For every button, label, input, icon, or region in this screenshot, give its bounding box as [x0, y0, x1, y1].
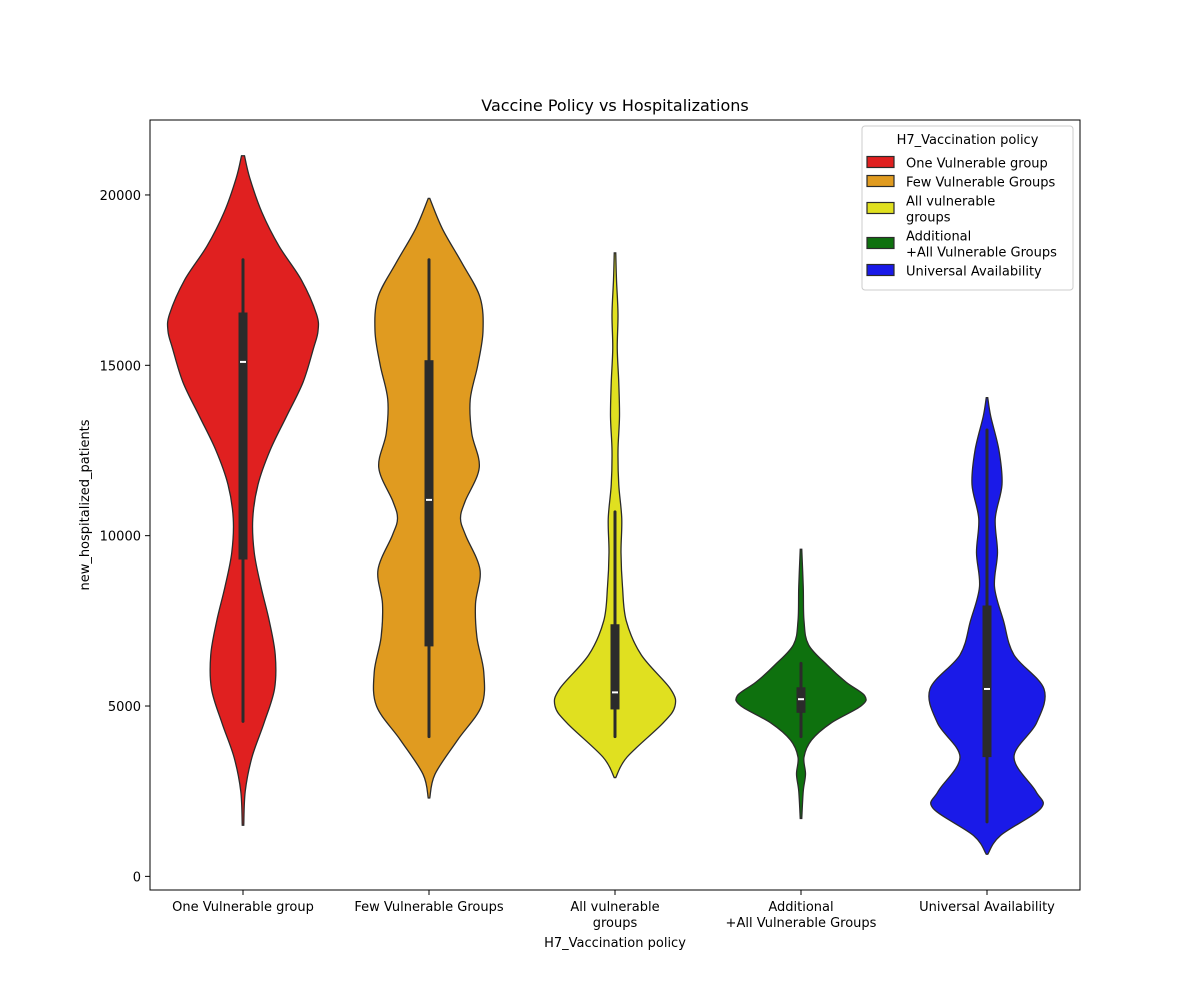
x-tick-label: groups	[593, 916, 638, 931]
legend-swatch	[866, 155, 895, 169]
legend-label: +All Vulnerable Groups	[906, 246, 1057, 261]
violin-group	[928, 397, 1046, 855]
legend-swatch	[866, 174, 895, 188]
x-tick-label: Additional	[768, 900, 833, 915]
violin-iqr-box	[982, 605, 992, 758]
legend-swatch	[866, 263, 895, 277]
legend-label: Few Vulnerable Groups	[906, 176, 1056, 191]
legend-title: H7_Vaccination policy	[897, 133, 1039, 148]
x-tick-label: One Vulnerable group	[172, 900, 314, 915]
y-axis-label: new_hospitalized_patients	[78, 419, 93, 590]
violin-group	[166, 155, 320, 826]
legend-item: Universal Availability	[866, 263, 1042, 280]
x-axis-label: H7_Vaccination policy	[544, 936, 686, 951]
violin-iqr-box	[238, 312, 248, 560]
legend-swatch	[866, 236, 895, 250]
y-tick-label: 15000	[100, 359, 141, 374]
chart-title: Vaccine Policy vs Hospitalizations	[481, 96, 749, 115]
legend-frame	[861, 125, 1074, 291]
violin-group	[372, 197, 486, 799]
violin-group	[735, 548, 867, 820]
legend-label: Universal Availability	[906, 265, 1042, 280]
y-tick-label: 20000	[100, 189, 141, 204]
x-tick-label: Universal Availability	[919, 900, 1055, 915]
axes: 0 5000 10000 15000 20000 One Vulnerable group…	[100, 189, 1056, 931]
x-tick-label: +All Vulnerable Groups	[726, 916, 877, 931]
legend-swatch	[866, 201, 895, 215]
x-tick-label: All vulnerable	[570, 900, 659, 915]
legend-item: One Vulnerable group	[866, 155, 1048, 172]
violin-iqr-box	[424, 360, 434, 647]
legend: H7_Vaccination policy One Vulnerable grou…	[861, 125, 1074, 291]
legend-item: Additional+All Vulnerable Groups	[866, 230, 1057, 261]
legend-label: One Vulnerable group	[906, 157, 1048, 172]
y-tick-label: 5000	[108, 700, 141, 715]
legend-label: groups	[906, 211, 951, 226]
y-tick-label: 0	[133, 870, 141, 885]
plot-area	[166, 155, 1046, 855]
y-tick-label: 10000	[100, 530, 141, 545]
legend-item: Few Vulnerable Groups	[866, 174, 1056, 191]
legend-label: All vulnerable	[906, 195, 995, 210]
violin-iqr-box	[610, 624, 620, 710]
legend-label: Additional	[906, 230, 971, 245]
x-tick-label: Few Vulnerable Groups	[354, 900, 504, 915]
violin-group	[553, 252, 677, 779]
